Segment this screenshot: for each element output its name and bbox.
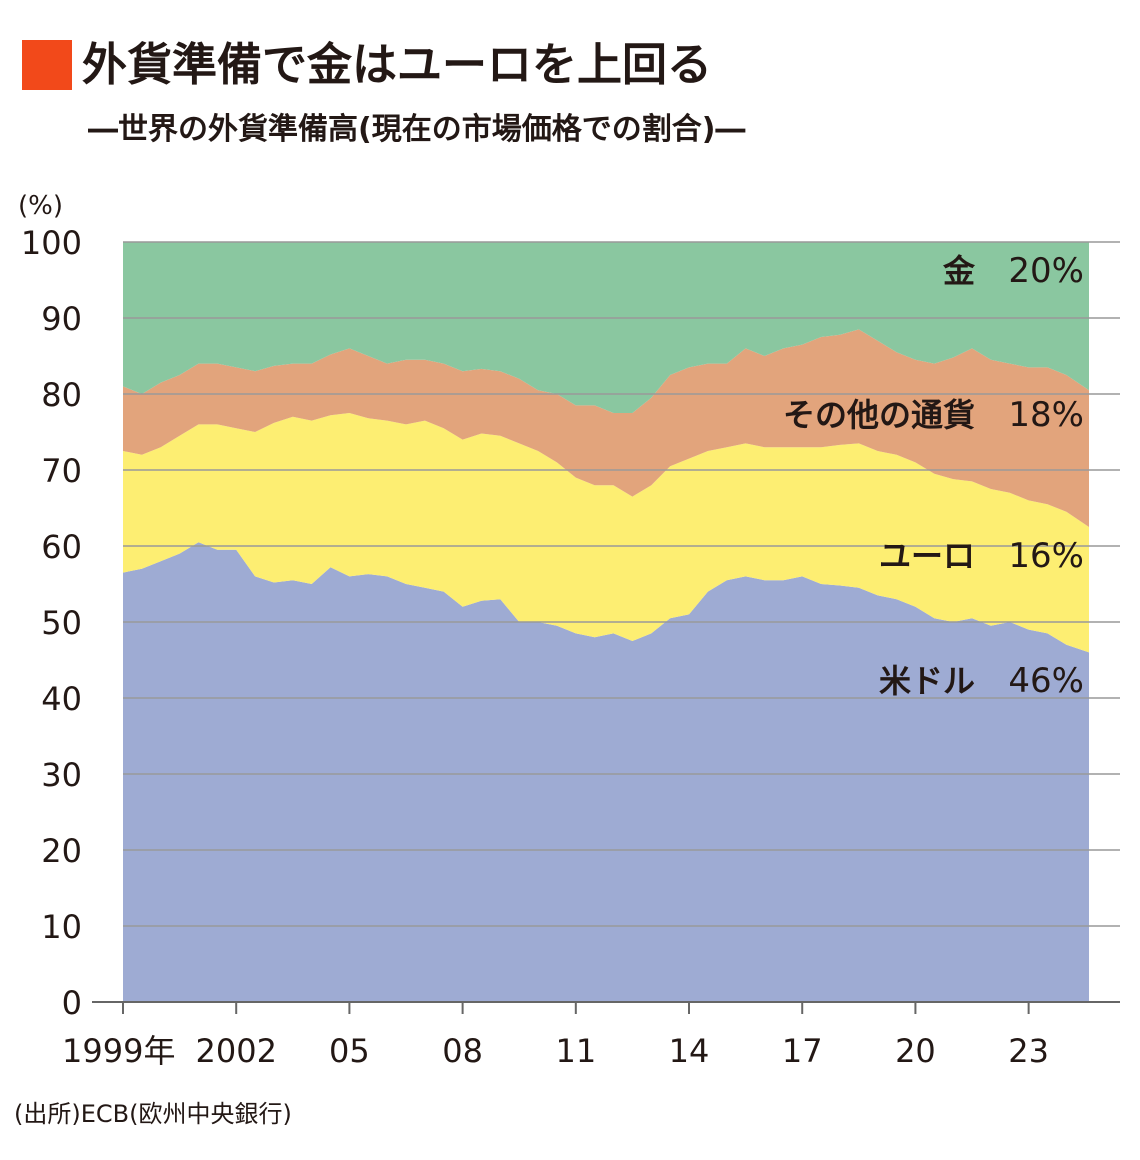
series-value-other: 18% <box>1008 395 1084 435</box>
y-tick-label-100: 100 <box>21 224 82 262</box>
area-euro <box>123 413 1089 653</box>
gridlines <box>123 241 1120 927</box>
y-tick-label-50: 50 <box>41 604 82 642</box>
area-gold <box>123 242 1089 413</box>
y-tick-label-90: 90 <box>41 300 82 338</box>
x-tick-label-2002: 2002 <box>195 1032 276 1070</box>
y-tick-label-60: 60 <box>41 528 82 566</box>
series-name-usd: 米ドル <box>879 662 975 700</box>
title-accent-mark <box>22 40 72 90</box>
series-labels: 米ドル 46% ユーロ 16% その他の通貨 18% 金 20% <box>783 251 1084 701</box>
y-tick-label-30: 30 <box>41 756 82 794</box>
y-unit-label: (%) <box>18 191 63 221</box>
x-tick-label-1999: 1999年 <box>62 1032 175 1070</box>
chart-subtitle: ―世界の外貨準備高(現在の市場価格での割合)― <box>88 112 746 147</box>
series-value-usd: 46% <box>1008 661 1084 701</box>
x-tick-label-2017: 17 <box>782 1032 823 1070</box>
chart-title: 外貨準備で金はユーロを上回る <box>82 38 713 91</box>
x-tick-label-2020: 20 <box>895 1032 936 1070</box>
x-tick-label-2005: 05 <box>329 1032 370 1070</box>
y-tick-label-40: 40 <box>41 680 82 718</box>
x-tick-label-2011: 11 <box>555 1032 596 1070</box>
y-tick-label-10: 10 <box>41 908 82 946</box>
x-tick-label-2014: 14 <box>669 1032 710 1070</box>
x-tick-label-2023: 23 <box>1008 1032 1049 1070</box>
y-tick-label-70: 70 <box>41 452 82 490</box>
area-other <box>123 329 1089 527</box>
series-name-other: その他の通貨 <box>783 396 975 434</box>
series-name-euro: ユーロ <box>879 537 975 575</box>
y-tick-label-80: 80 <box>41 376 82 414</box>
area-usd <box>123 542 1089 1002</box>
y-tick-label-20: 20 <box>41 832 82 870</box>
source-note: (出所)ECB(欧州中央銀行) <box>14 1100 292 1128</box>
y-tick-label-0: 0 <box>62 984 82 1022</box>
x-tick-label-2008: 08 <box>442 1032 483 1070</box>
axes: 0 10 20 30 40 50 60 70 80 90 100(%) 1999年 2002 05 08 11… <box>18 191 1120 1070</box>
area-layers <box>123 242 1089 1002</box>
series-value-gold: 20% <box>1008 251 1084 291</box>
series-value-euro: 16% <box>1008 536 1084 576</box>
series-name-gold: 金 <box>942 252 976 290</box>
